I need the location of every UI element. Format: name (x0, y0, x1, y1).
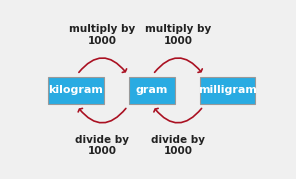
FancyBboxPatch shape (49, 77, 104, 104)
FancyArrowPatch shape (78, 108, 126, 123)
FancyArrowPatch shape (154, 108, 202, 123)
Text: divide by
1000: divide by 1000 (151, 135, 205, 156)
FancyBboxPatch shape (129, 77, 175, 104)
FancyArrowPatch shape (79, 58, 127, 72)
FancyArrowPatch shape (155, 58, 202, 72)
Text: kilogram: kilogram (49, 85, 103, 95)
Text: multiply by
1000: multiply by 1000 (145, 25, 211, 46)
Text: milligram: milligram (198, 85, 257, 95)
Text: divide by
1000: divide by 1000 (75, 135, 129, 156)
Text: multiply by
1000: multiply by 1000 (69, 25, 136, 46)
FancyBboxPatch shape (200, 77, 255, 104)
Text: gram: gram (136, 85, 168, 95)
